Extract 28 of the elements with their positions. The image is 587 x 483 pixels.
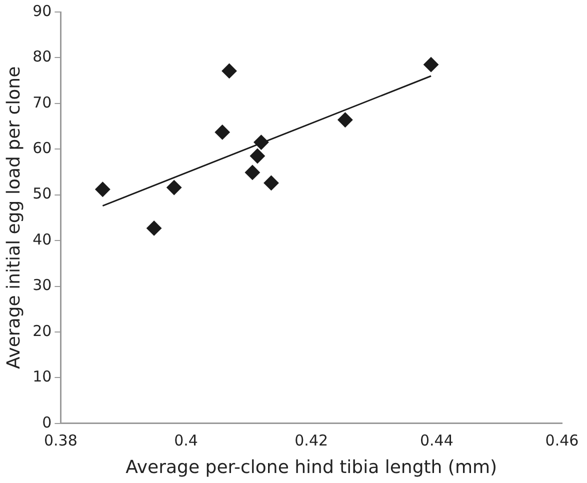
point [424, 57, 439, 72]
point [244, 164, 260, 180]
y-axis-title: Average initial egg load per clone [3, 66, 24, 370]
y-tick-label: 20 [32, 322, 52, 340]
y-tick-label: 80 [32, 48, 52, 66]
y-tick-label: 90 [32, 2, 52, 20]
point [250, 148, 265, 164]
point [338, 112, 353, 128]
point [264, 175, 279, 190]
x-tick-label: 0.44 [420, 431, 454, 450]
point [166, 180, 182, 196]
x-tick-label: 0.42 [294, 431, 328, 450]
y-tick-label: 70 [32, 93, 52, 112]
x-tick-label: 0.46 [545, 431, 579, 450]
point [222, 63, 237, 78]
point [95, 182, 110, 197]
point [214, 124, 230, 140]
y-tick-label: 60 [32, 139, 52, 158]
y-tick-label: 10 [32, 368, 52, 386]
point [254, 134, 269, 150]
y-tick-label: 0 [42, 413, 52, 432]
y-tick-label: 50 [32, 184, 52, 203]
x-tick-label: 0.38 [44, 431, 78, 450]
y-tick-label: 30 [32, 276, 52, 294]
point [146, 220, 162, 236]
x-axis-title: Average per-clone hind tibia length (mm) [126, 456, 498, 478]
x-tick-label: 0.4 [174, 431, 198, 450]
y-tick-label: 40 [32, 230, 52, 248]
